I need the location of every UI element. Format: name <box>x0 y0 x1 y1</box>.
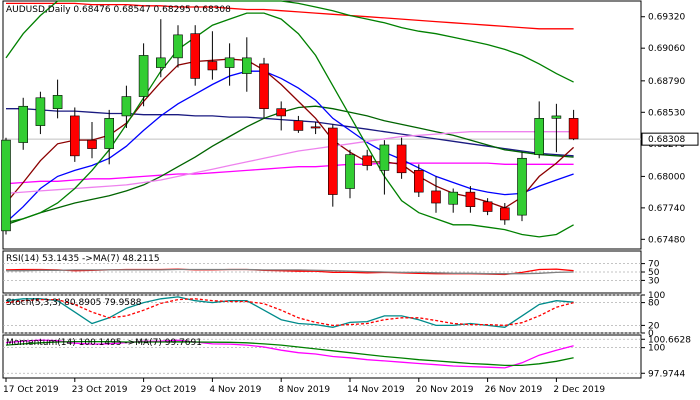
time-tick-label: 23 Oct 2019 <box>72 385 128 395</box>
bear-candle <box>190 33 200 79</box>
momentum-series-line <box>5 339 574 369</box>
price-tick-label: 0.67480 <box>648 235 685 245</box>
stoch-series-line <box>5 296 574 328</box>
price-series-line <box>5 58 575 209</box>
bear-candle <box>327 127 338 195</box>
indicator-lines <box>5 0 575 238</box>
bear-candle <box>465 191 476 207</box>
time-tick-label: 2 Dec 2019 <box>553 385 605 395</box>
time-tick-label: 20 Nov 2019 <box>416 385 474 395</box>
bear-candle <box>413 170 424 193</box>
momentum-tick-label: 100.6628 <box>648 335 691 345</box>
price-tick-label: 0.68000 <box>648 172 685 182</box>
price-series-line <box>5 12 574 238</box>
current-price-label: 0.68308 <box>648 135 685 145</box>
bear-candle <box>207 61 218 71</box>
price-axis: 0.674800.677400.680000.682700.685300.687… <box>641 13 699 245</box>
price-tick-label: 0.69320 <box>648 13 685 23</box>
time-tick-label: 8 Nov 2019 <box>278 385 330 395</box>
stoch-tick-label: 100 <box>648 291 665 301</box>
price-pane[interactable]: 0.674800.677400.680000.682700.685300.687… <box>1 0 699 250</box>
bear-candle <box>362 155 373 166</box>
bull-candle <box>156 57 166 68</box>
bear-candle <box>499 207 510 221</box>
stoch-series-line <box>5 298 574 327</box>
price-tick-label: 0.69060 <box>648 44 685 54</box>
current-price-box <box>641 132 699 146</box>
price-chart-title: AUDUSD,Daily 0.68476 0.68547 0.68295 0.6… <box>6 5 231 15</box>
bull-candle <box>1 139 11 232</box>
time-tick-label: 29 Oct 2019 <box>141 385 197 395</box>
time-tick-label: 14 Nov 2019 <box>347 385 405 395</box>
time-tick-label: 26 Nov 2019 <box>485 385 543 395</box>
bear-candle <box>568 118 579 140</box>
bull-candle <box>173 34 183 59</box>
momentum-series-line <box>5 340 574 367</box>
bull-candle <box>104 118 114 149</box>
price-tick-label: 0.68530 <box>648 108 685 118</box>
time-tick-label: 17 Oct 2019 <box>3 385 59 395</box>
time-axis: 17 Oct 2019 23 Oct 2019 29 Oct 2019 4 Nov 2… <box>3 378 605 395</box>
momentum-tick-label: 100 <box>648 344 665 354</box>
rsi-lines <box>5 268 574 276</box>
candles <box>1 19 579 235</box>
bear-candle <box>482 201 493 212</box>
momentum-lines <box>5 339 574 369</box>
price-series-line <box>5 0 574 83</box>
rsi-tick-label: 70 <box>648 260 660 270</box>
time-tick-label: 4 Nov 2019 <box>209 385 261 395</box>
momentum-pane-frame <box>2 334 642 379</box>
bull-candle <box>224 57 235 68</box>
bear-candle <box>293 120 304 131</box>
bull-candle <box>242 57 252 74</box>
price-series-line <box>5 162 574 185</box>
bear-candle <box>259 63 269 109</box>
stoch-title: Stoch(5,3,3) 80.8905 79.9588 <box>6 298 142 308</box>
rsi-title: RSI(14) 53.1435 ->MA(7) 48.2115 <box>6 254 160 264</box>
stoch-pane-frame <box>2 294 642 334</box>
bull-candle <box>138 55 149 97</box>
bull-candle <box>379 144 390 171</box>
bull-candle <box>35 97 46 126</box>
price-series-line <box>5 70 574 223</box>
price-tick-label: 0.68790 <box>648 77 685 87</box>
rsi-tick-label: 50 <box>648 268 660 278</box>
stoch-lines <box>5 296 574 328</box>
momentum-tick-label: 97.9744 <box>648 369 685 379</box>
bear-candle <box>276 108 287 117</box>
price-series-line <box>6 108 574 157</box>
bull-candle <box>517 157 527 216</box>
bear-candle <box>310 126 321 129</box>
bear-candle <box>396 144 407 174</box>
price-tick-label: 0.67740 <box>648 204 685 214</box>
price-series-line <box>6 2 574 30</box>
bull-candle <box>551 115 562 119</box>
price-series-line <box>5 131 574 195</box>
bull-candle <box>534 118 545 155</box>
price-series-line <box>5 105 574 226</box>
stoch-tick-label: 80 <box>648 299 660 309</box>
bull-candle <box>448 191 459 205</box>
stoch-tick-label: 20 <box>648 321 660 331</box>
bull-candle <box>18 105 29 143</box>
rsi-tick-label: 30 <box>648 276 660 286</box>
momentum-title: Momentum(14) 100.1495 ->MA(7) 99.7691 <box>6 338 202 348</box>
stoch-tick-label: 0 <box>648 329 654 339</box>
bull-candle <box>52 95 63 109</box>
bull-candle <box>345 154 355 189</box>
price-pane-frame <box>2 0 642 250</box>
bear-candle <box>431 190 441 204</box>
bull-candle <box>121 96 132 117</box>
bear-candle <box>87 139 97 149</box>
rsi-series-line <box>6 268 574 275</box>
bear-candle <box>70 115 80 157</box>
